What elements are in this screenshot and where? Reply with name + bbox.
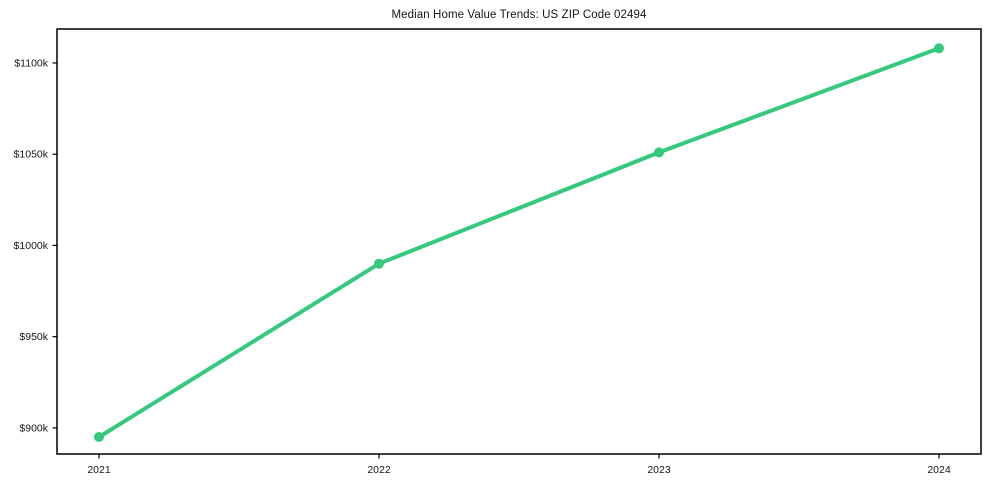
data-point-marker	[654, 147, 664, 158]
data-point-marker	[934, 43, 944, 54]
plot-frame	[56, 28, 982, 455]
y-tick-label: $1100k	[14, 57, 48, 69]
x-tick-label: 2024	[927, 464, 951, 476]
y-tick-label: $1000k	[14, 240, 49, 252]
x-tick-label: 2022	[367, 464, 391, 476]
y-tick-label: $950k	[19, 331, 48, 343]
data-point-marker	[374, 258, 384, 269]
y-tick-label: $1050k	[14, 149, 49, 161]
chart-title: Median Home Value Trends: US ZIP Code 02…	[391, 9, 647, 21]
x-tick-label: 2021	[87, 464, 111, 476]
trend-line	[97, 46, 941, 439]
data-point-marker	[94, 432, 104, 442]
y-tick-label: $900k	[19, 422, 48, 434]
x-tick-label: 2023	[647, 464, 671, 476]
